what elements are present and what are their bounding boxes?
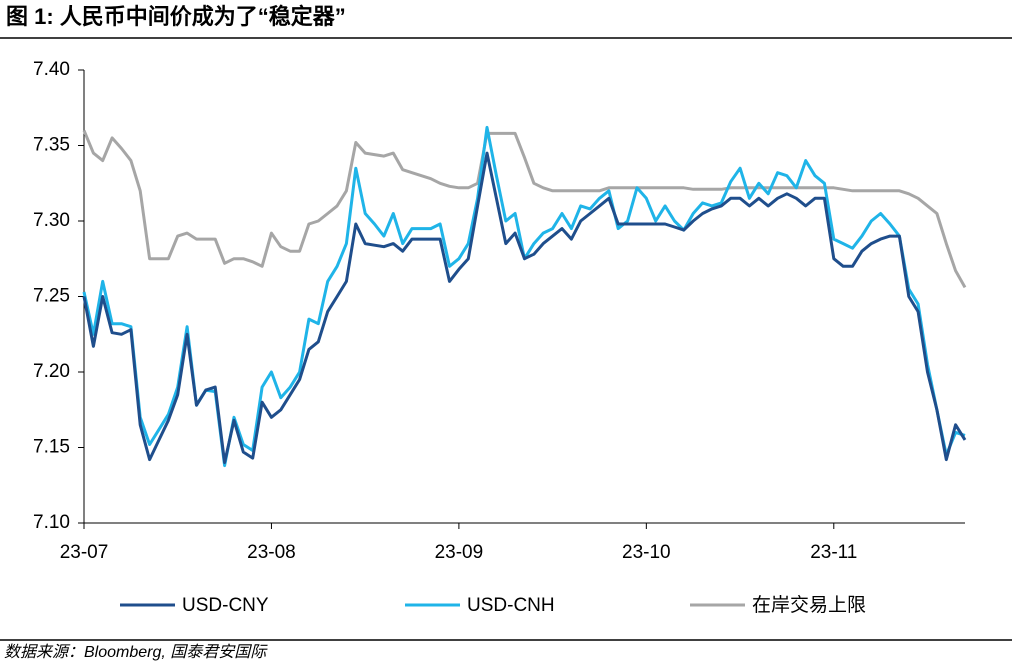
x-tick-label: 23-10 xyxy=(622,542,671,563)
y-tick-label: 7.35 xyxy=(33,135,70,156)
series-line xyxy=(82,129,967,289)
y-tick-label: 7.10 xyxy=(33,512,70,533)
legend-label: 在岸交易上限 xyxy=(752,594,866,616)
series-line xyxy=(82,125,966,468)
x-tick-label: 23-08 xyxy=(247,542,296,563)
y-tick-label: 7.25 xyxy=(33,286,70,307)
source: 数据来源：Bloomberg, 国泰君安国际 xyxy=(4,643,268,661)
series-line xyxy=(82,151,967,465)
y-tick-label: 7.30 xyxy=(33,210,70,231)
chart-title: 图 1: 人民币中间价成为了“稳定器” xyxy=(6,4,346,29)
x-tick-label: 23-11 xyxy=(810,542,857,563)
legend-label: USD-CNY xyxy=(182,595,269,616)
y-tick-label: 7.20 xyxy=(33,361,70,382)
x-tick-label: 23-07 xyxy=(60,542,109,563)
y-tick-label: 7.15 xyxy=(33,437,70,458)
legend-label: USD-CNH xyxy=(467,595,555,616)
y-tick-label: 7.40 xyxy=(33,59,70,80)
x-tick-label: 23-09 xyxy=(435,542,484,563)
